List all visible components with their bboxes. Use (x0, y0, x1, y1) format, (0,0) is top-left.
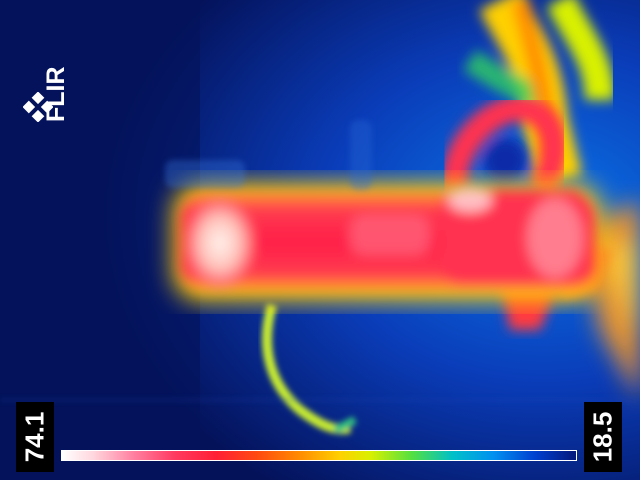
color-scale-bar (61, 450, 577, 461)
max-temperature-value: 74.1 (19, 411, 50, 463)
max-temperature-label: 74.1 (16, 402, 54, 472)
min-temperature-value: 18.5 (587, 411, 618, 463)
min-temperature-label: 18.5 (584, 402, 622, 472)
flir-logo-icon (23, 92, 53, 122)
